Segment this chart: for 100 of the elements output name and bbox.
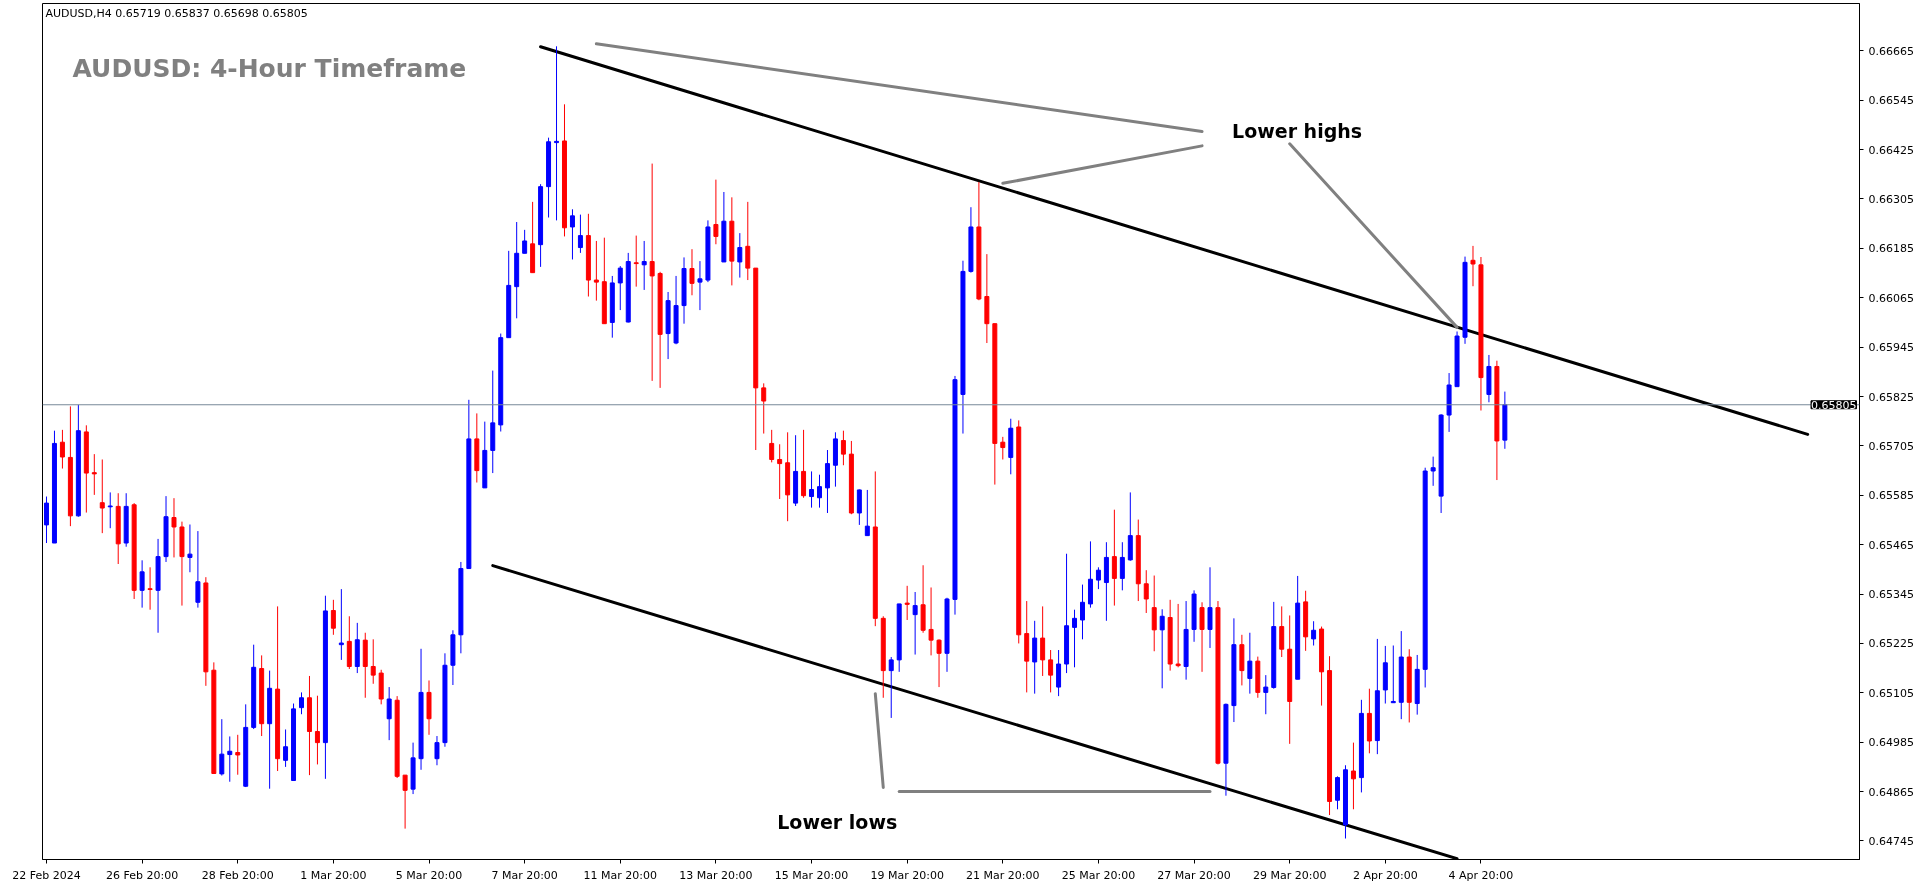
x-tick-label: 26 Feb 20:00 bbox=[106, 868, 179, 882]
candlestick bbox=[697, 260, 703, 311]
x-tick-label: 25 Mar 20:00 bbox=[1061, 868, 1136, 882]
candlestick bbox=[633, 235, 639, 288]
candlestick bbox=[641, 240, 647, 291]
x-tick-label: 1 Mar 20:00 bbox=[300, 868, 367, 882]
candlestick bbox=[1350, 742, 1356, 810]
annotation: AUDUSD,H4 0.65719 0.65837 0.65698 0.65805 bbox=[45, 6, 308, 20]
x-tick-label: 11 Mar 20:00 bbox=[583, 868, 658, 882]
x-tick-label: 13 Mar 20:00 bbox=[679, 868, 753, 882]
candlestick bbox=[761, 382, 767, 435]
candlestick bbox=[91, 453, 97, 496]
candlestick bbox=[1390, 645, 1396, 704]
y-tick-label: 0.66185 bbox=[1868, 242, 1914, 256]
candlestick bbox=[1470, 245, 1476, 287]
series-label: Lower highs bbox=[1232, 120, 1363, 143]
candlestick bbox=[554, 45, 560, 221]
candlestick bbox=[745, 201, 751, 281]
candlestick bbox=[1279, 605, 1285, 658]
text: AUDUSD: 4-Hour Timeframe bbox=[72, 53, 467, 83]
candlestick bbox=[219, 718, 225, 777]
y-tick-label: 0.65945 bbox=[1868, 341, 1914, 355]
x-tick-label: 7 Mar 20:00 bbox=[491, 868, 558, 882]
x-tick-label: 2 Apr 20:00 bbox=[1352, 868, 1418, 882]
y-tick-label: 0.66425 bbox=[1868, 143, 1914, 157]
candlestick bbox=[402, 774, 408, 830]
candlestick bbox=[522, 229, 528, 254]
candlestick bbox=[1311, 620, 1317, 646]
candlestick bbox=[577, 214, 583, 254]
candlestick bbox=[713, 179, 719, 245]
candlestick bbox=[386, 686, 392, 741]
candlestick bbox=[314, 695, 320, 765]
candlestick bbox=[1080, 584, 1085, 640]
candlestick bbox=[928, 586, 934, 656]
candlestick bbox=[1207, 566, 1213, 649]
candlestick bbox=[1072, 609, 1078, 668]
x-tick-label: 5 Mar 20:00 bbox=[395, 868, 463, 882]
candlestick bbox=[1430, 456, 1436, 487]
candlestick bbox=[195, 530, 201, 609]
x-tick-label: 22 Feb 2024 bbox=[12, 868, 81, 882]
y-tick-label: 0.65345 bbox=[1868, 588, 1914, 602]
candlestick bbox=[1143, 569, 1149, 614]
candlestick bbox=[107, 491, 113, 529]
candlestick bbox=[59, 429, 65, 470]
y-tick-label: 0.65825 bbox=[1868, 390, 1914, 404]
candlestick bbox=[737, 232, 743, 279]
candlestick bbox=[593, 240, 599, 302]
candlestick bbox=[569, 208, 575, 260]
y-tick-label: 0.64865 bbox=[1868, 785, 1914, 799]
candlestick bbox=[689, 248, 695, 296]
candlestick bbox=[1095, 566, 1101, 590]
candlestick bbox=[1048, 649, 1054, 693]
y-tick-label: 0.65465 bbox=[1868, 538, 1914, 552]
x-tick-label: 27 Mar 20:00 bbox=[1157, 868, 1231, 882]
candlestick bbox=[864, 489, 870, 537]
candlestick bbox=[888, 656, 894, 719]
y-tick-label: 0.65105 bbox=[1868, 686, 1914, 700]
candlestick bbox=[370, 638, 376, 685]
x-tick-label: 21 Mar 20:00 bbox=[966, 868, 1040, 882]
candlestick bbox=[1199, 601, 1205, 673]
candlestick bbox=[1056, 649, 1062, 697]
candlestick bbox=[649, 163, 655, 382]
y-tick-label: 0.65585 bbox=[1868, 489, 1914, 503]
candlestick bbox=[1335, 775, 1340, 810]
candlestick bbox=[299, 691, 304, 715]
candlestick bbox=[1111, 509, 1117, 607]
candlestick bbox=[617, 265, 623, 311]
candlestick bbox=[809, 470, 815, 509]
candlestick bbox=[434, 735, 440, 766]
x-tick-label: 19 Mar 20:00 bbox=[870, 868, 944, 882]
y-tick-label: 0.66065 bbox=[1868, 291, 1914, 305]
candlestick bbox=[777, 443, 783, 500]
candlestick bbox=[912, 591, 918, 656]
candlestick bbox=[171, 497, 177, 558]
candlestick bbox=[904, 585, 910, 621]
candlestick bbox=[43, 496, 49, 544]
candlestick bbox=[338, 588, 344, 661]
y-tick-label: 0.64745 bbox=[1868, 834, 1914, 848]
x-tick-label: 4 Apr 20:00 bbox=[1448, 868, 1514, 882]
candlestick bbox=[1032, 620, 1038, 695]
candlestick bbox=[283, 728, 289, 768]
candlestick bbox=[1151, 575, 1157, 652]
candlestick bbox=[840, 430, 846, 466]
candlestick bbox=[99, 458, 105, 534]
y-tick-label: 0.64985 bbox=[1868, 736, 1914, 750]
y-tick-label: 0.65225 bbox=[1868, 637, 1914, 651]
candlestick bbox=[856, 489, 862, 526]
x-tick-label: 28 Feb 20:00 bbox=[201, 868, 274, 882]
candlestick bbox=[1263, 674, 1269, 715]
y-tick-label: 0.66665 bbox=[1868, 44, 1914, 58]
y-tick-label: 0.65705 bbox=[1868, 439, 1914, 453]
candlestick bbox=[187, 524, 193, 573]
candlestick bbox=[769, 429, 775, 463]
candlestick bbox=[1040, 605, 1046, 677]
candlestick bbox=[1247, 632, 1253, 695]
candlestick bbox=[147, 566, 153, 611]
candlestick bbox=[139, 559, 145, 609]
x-tick-label: 29 Mar 20:00 bbox=[1252, 868, 1327, 882]
candlestick bbox=[227, 735, 233, 783]
candlestick bbox=[235, 734, 241, 776]
